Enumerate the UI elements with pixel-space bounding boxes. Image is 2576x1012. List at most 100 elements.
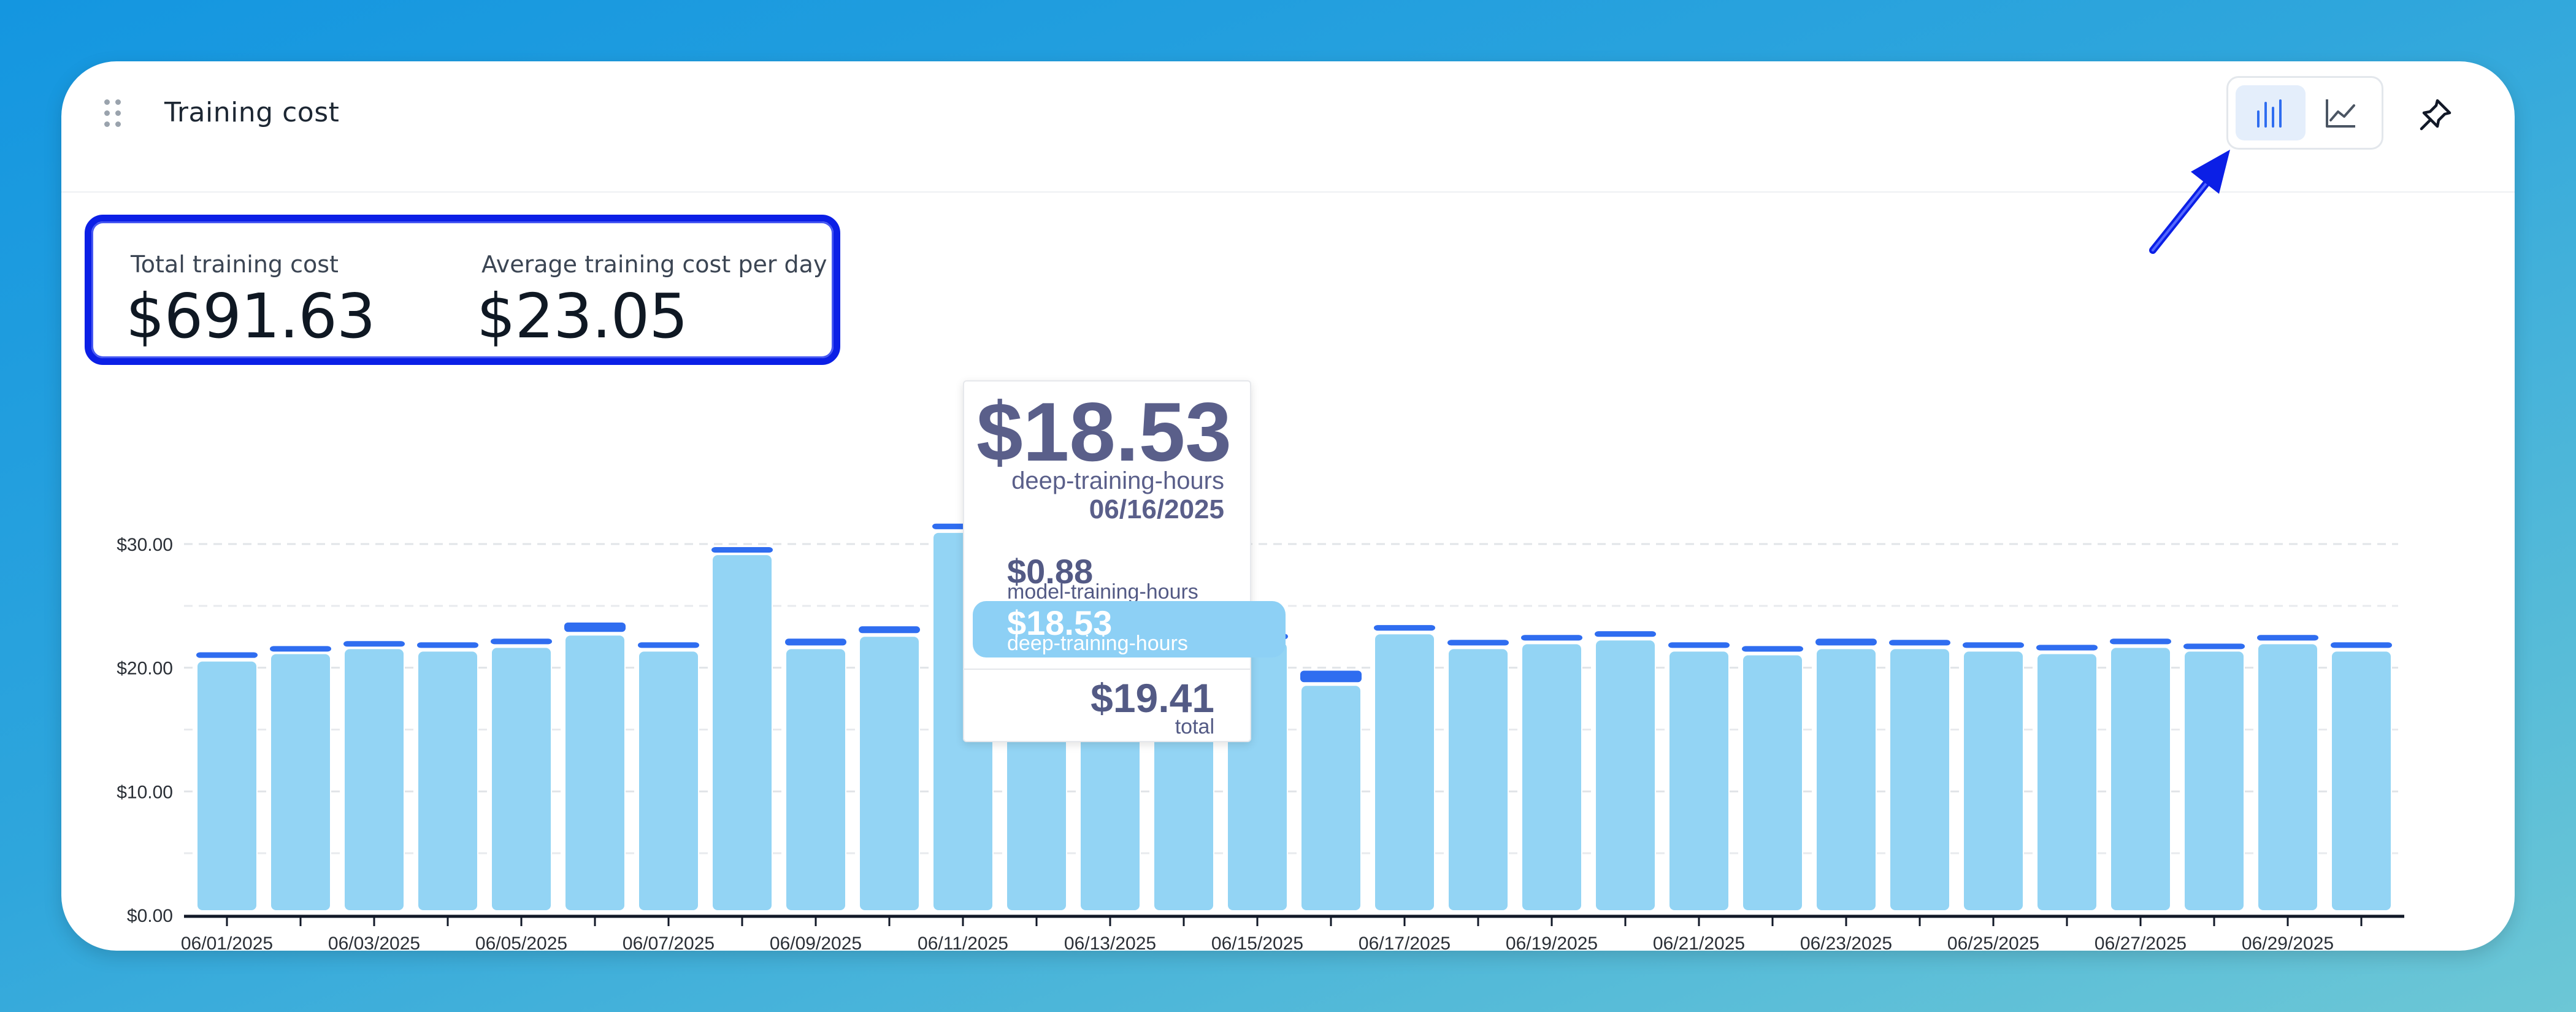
y-tick-label: $0.00 [127,906,173,926]
tooltip-row-value: $18.53 [1007,604,1113,642]
bar-deep-training-hours [2111,648,2170,910]
tooltip-row-name: model-training-hours [1007,580,1198,604]
header-divider [61,191,2515,193]
x-tick-label: 06/15/2025 [1211,933,1303,951]
bar-deep-training-hours [639,651,698,910]
bar-model-training-hours [2257,635,2318,641]
pin-button[interactable] [2410,91,2459,140]
bar-deep-training-hours [1301,686,1360,910]
tooltip-headline-series: deep-training-hours [1011,467,1224,494]
tooltip-divider [964,669,1250,670]
bar-deep-training-hours [1375,634,1434,910]
bar-deep-training-hours [860,637,919,910]
bar-deep-training-hours [1817,649,1876,910]
bar-model-training-hours [2183,643,2245,650]
chart-type-toggle [2226,76,2383,150]
bar-deep-training-hours [271,654,330,910]
tooltip-row-highlighted: $18.53 deep-training-hours [973,601,1286,657]
annotation-arrow-icon [2149,150,2230,254]
x-tick-label: 06/07/2025 [623,933,715,951]
tooltip-row: $0.88 model-training-hours [973,542,1286,604]
avg-cost-value: $23.05 [477,280,688,352]
total-cost-label: Total training cost [131,251,339,278]
x-tick-label: 06/19/2025 [1506,933,1598,951]
bar-model-training-hours [2036,645,2098,651]
avg-cost-label: Average training cost per day [481,251,827,278]
x-tick-label: 06/25/2025 [1947,933,2039,951]
line-chart-icon [2326,99,2355,128]
bar-model-training-hours [1521,635,1582,641]
bar-model-training-hours [785,638,846,646]
x-tick-label: 06/05/2025 [475,933,567,951]
tooltip-headline-value: $18.53 [976,385,1232,478]
bar-model-training-hours [2110,638,2171,645]
tooltip-total-label: total [1175,715,1214,738]
y-tick-label: $20.00 [117,659,173,679]
bar-deep-training-hours [2332,651,2391,910]
x-tick-label: 06/13/2025 [1064,933,1156,951]
x-tick-label: 06/17/2025 [1359,933,1451,951]
bar-model-training-hours [1889,640,1950,646]
bar-deep-training-hours [1449,649,1508,910]
x-tick-label: 06/11/2025 [918,933,1008,951]
bar-model-training-hours [1595,631,1656,637]
pin-icon [2420,99,2451,131]
y-tick-label: $30.00 [117,535,173,555]
training-cost-bar-chart: $0.00 $10.00 $20.00 $30.00 06/01/2025 06/03/2… [117,523,2404,951]
x-tick-label: 06/03/2025 [328,933,420,951]
x-tick-label: 06/29/2025 [2242,933,2334,951]
bar-deep-training-hours [565,635,624,910]
x-tick-label: 06/27/2025 [2095,933,2187,951]
y-tick-label: $10.00 [117,782,173,802]
bar-model-training-hours [1447,640,1509,646]
bar-deep-training-hours [2037,654,2096,910]
bar-model-training-hours [711,547,773,553]
bar-model-training-hours [859,626,920,634]
bar-model-training-hours [491,638,552,645]
drag-handle-icon[interactable] [104,99,129,130]
bar-model-training-hours [1742,646,1803,652]
x-tick-label: 06/01/2025 [181,933,273,951]
bar-model-training-hours [196,652,258,658]
bar-deep-training-hours [1596,640,1655,910]
bar-deep-training-hours [345,649,404,910]
bar-model-training-hours [1668,642,1730,648]
x-tick-label: 06/09/2025 [770,933,862,951]
bar-deep-training-hours [1522,644,1581,910]
tooltip-row-value: $0.88 [1007,552,1094,591]
bar-deep-training-hours [1890,649,1949,910]
bar-model-training-hours [1815,638,1877,646]
x-tick-label: 06/23/2025 [1800,933,1892,951]
bar-deep-training-hours [1743,655,1802,910]
training-cost-card: Training cost Total training [61,61,2515,951]
bar-deep-training-hours [492,648,551,910]
bar-deep-training-hours [1669,651,1728,910]
tooltip-row-name: deep-training-hours [1007,632,1188,655]
bar-deep-training-hours [786,649,845,910]
bar-deep-training-hours [2185,651,2244,910]
bar-deep-training-hours [2258,644,2317,910]
stats-highlight-box: Total training cost $691.63 Average trai… [85,215,840,365]
tooltip-date: 06/16/2025 [1089,494,1224,524]
bar-view-button[interactable] [2236,85,2306,140]
card-title: Training cost [164,97,340,128]
bar-deep-training-hours [418,651,477,910]
chart-tooltip: $18.53 deep-training-hours 06/16/2025 $0… [963,380,1286,742]
bar-model-training-hours [2331,642,2392,648]
x-tick-label: 06/21/2025 [1653,933,1745,951]
bar-deep-training-hours [197,661,256,910]
bar-model-training-hours [417,642,478,648]
bar-chart-icon [2257,99,2282,128]
bar-model-training-hours [1963,642,2024,648]
bar-model-training-hours [638,642,699,648]
bar-deep-training-hours [1964,651,2023,910]
total-cost-value: $691.63 [126,280,376,352]
bar-model-training-hours [343,641,405,647]
bar-deep-training-hours [713,555,772,910]
bar-model-training-hours [270,646,331,652]
bar-model-training-hours [1300,670,1362,683]
tooltip-total-value: $19.41 [1091,675,1214,721]
bar-model-training-hours [1374,625,1435,631]
line-view-button[interactable] [2306,85,2375,140]
bar-model-training-hours [564,623,626,632]
